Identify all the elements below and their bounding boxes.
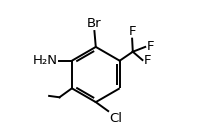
- Text: F: F: [144, 54, 151, 67]
- Text: F: F: [146, 40, 154, 53]
- Text: Cl: Cl: [109, 112, 122, 125]
- Text: H₂N: H₂N: [33, 54, 58, 67]
- Text: F: F: [128, 25, 136, 38]
- Text: Br: Br: [87, 17, 102, 30]
